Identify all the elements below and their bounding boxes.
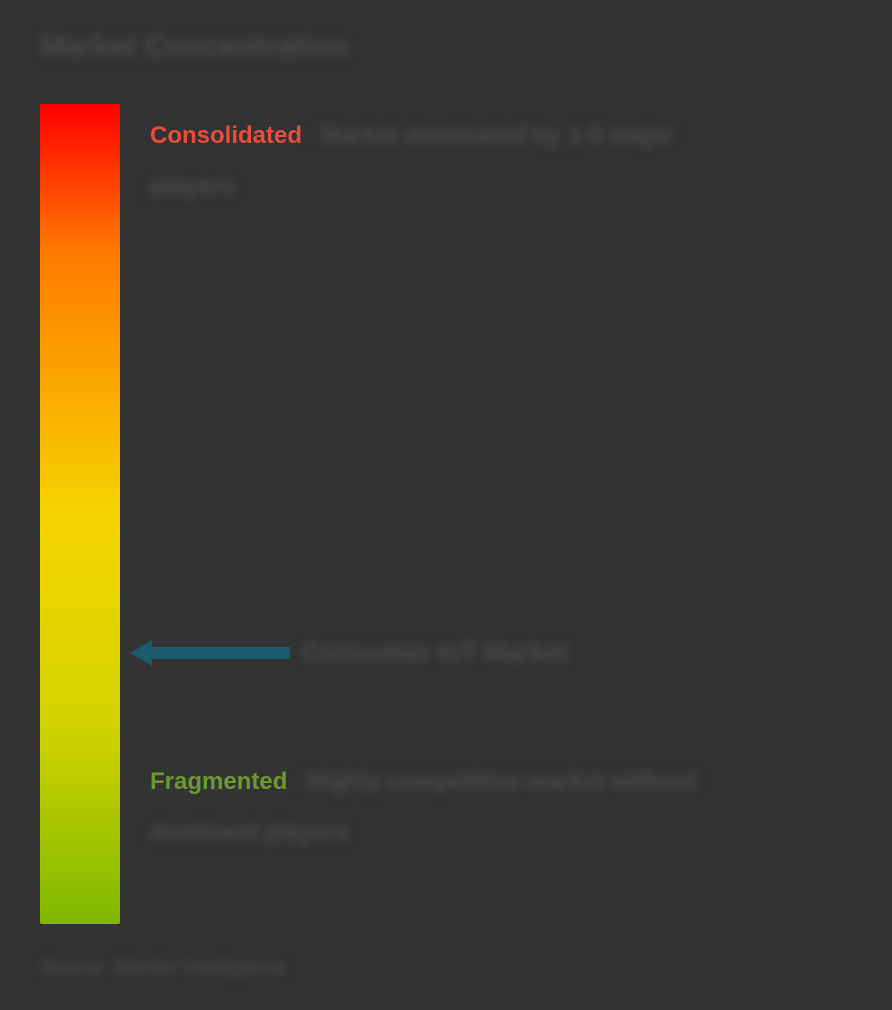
fragmented-desc-line2: dominant players bbox=[150, 811, 852, 854]
concentration-gradient-bar bbox=[40, 104, 120, 924]
consolidated-desc: - Market dominated by 1-5 major bbox=[306, 122, 674, 149]
labels-column: Consolidated - Market dominated by 1-5 m… bbox=[150, 104, 852, 924]
source-attribution: Source: Mordor Intelligence bbox=[40, 957, 285, 980]
arrow-left-icon bbox=[130, 640, 290, 666]
content-row: Consolidated - Market dominated by 1-5 m… bbox=[40, 104, 852, 924]
fragmented-desc: - Highly competitive market without bbox=[292, 768, 697, 795]
consolidated-block: Consolidated - Market dominated by 1-5 m… bbox=[150, 114, 852, 208]
market-marker-label: Consumer IoT Market bbox=[302, 637, 568, 668]
fragmented-block: Fragmented - Highly competitive market w… bbox=[150, 760, 852, 854]
consolidated-desc-line2: players bbox=[150, 165, 852, 208]
fragmented-label: Fragmented bbox=[150, 768, 287, 795]
market-marker-row: Consumer IoT Market bbox=[130, 637, 568, 668]
consolidated-label: Consolidated bbox=[150, 122, 302, 149]
chart-title: Market Concentration bbox=[40, 30, 852, 64]
infographic-container: Market Concentration Consolidated - Mark… bbox=[0, 0, 892, 1010]
